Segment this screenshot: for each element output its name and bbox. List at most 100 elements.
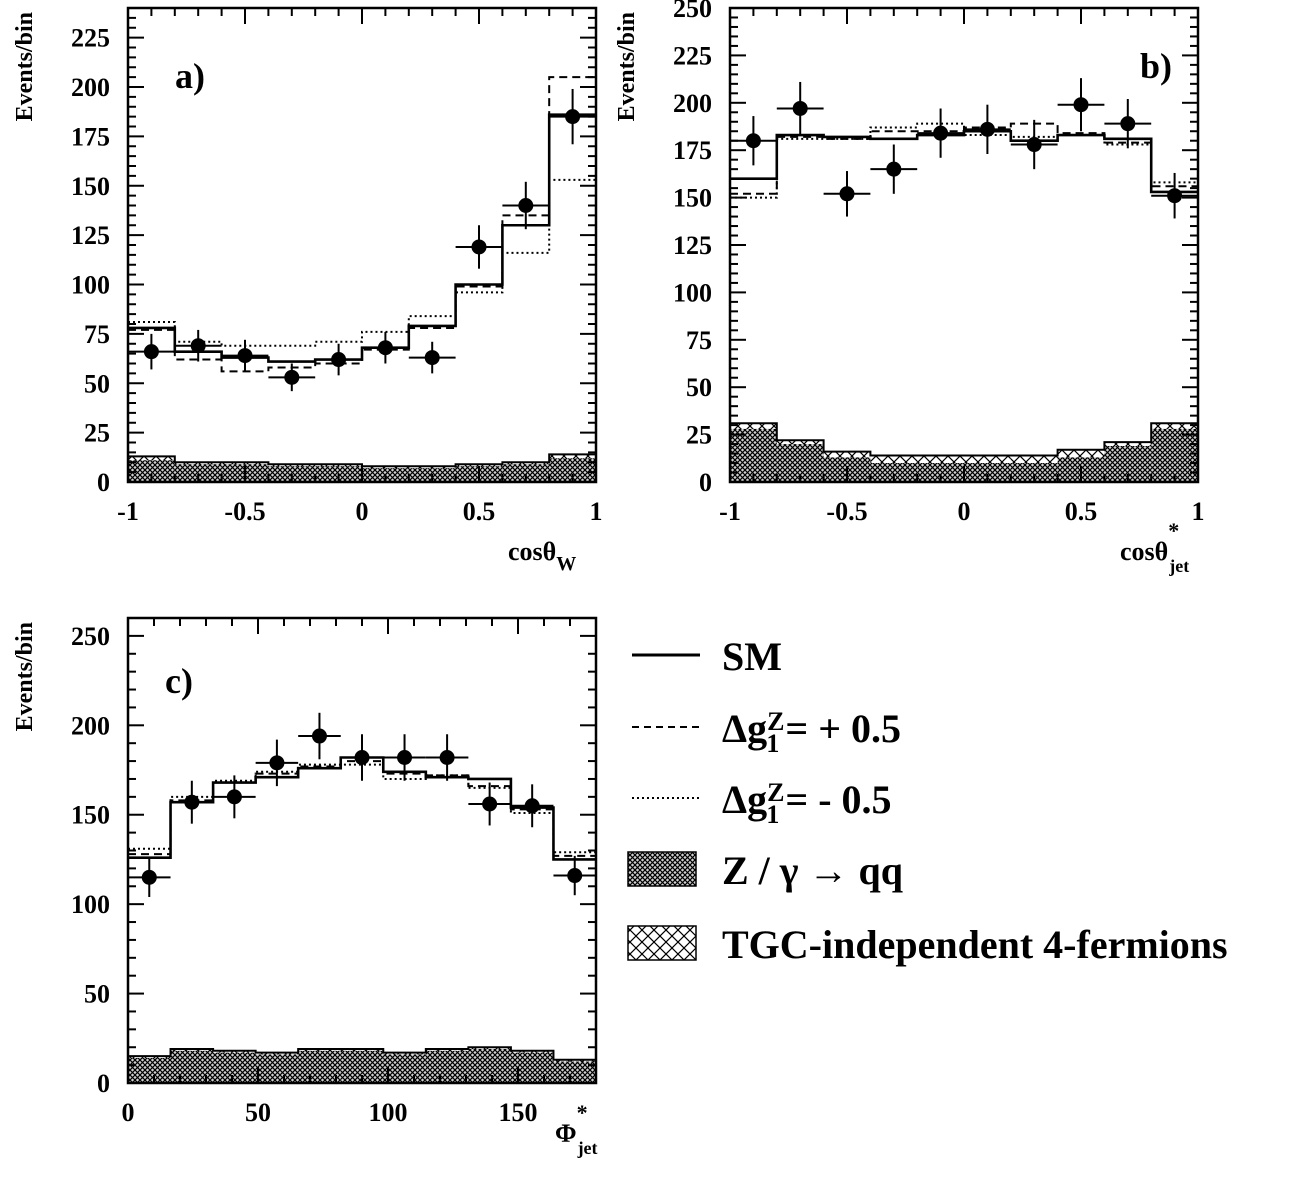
y-tick-label: 125 [673, 231, 712, 260]
background-qq-bar [549, 458, 596, 482]
y-tick-label: 225 [673, 41, 712, 70]
y-tick-label: 225 [71, 24, 110, 53]
background-qq-bar [213, 1052, 256, 1083]
legend-sm-label: SM [722, 634, 782, 679]
data-point [184, 794, 200, 810]
x-tick-label: -1 [117, 497, 139, 526]
data-point [397, 750, 413, 765]
data-point [979, 121, 995, 137]
data-point [567, 868, 583, 884]
x-axis-label: Φ* jet [555, 1100, 598, 1158]
x-axis-label: cosθW [508, 537, 576, 575]
legend-dgplus-label: ΔgZ 1 = + 0.5 [722, 706, 901, 758]
legend-zqq-label: Z / γ → qq [722, 848, 903, 893]
data-point [792, 100, 808, 116]
x-tick-label: 0.5 [1065, 497, 1098, 526]
y-tick-label: 150 [673, 184, 712, 213]
x-tick-label: 50 [245, 1098, 271, 1127]
background-qq-bar [425, 1050, 469, 1083]
panel-tag: c) [165, 661, 193, 701]
background-qq-bar [917, 463, 964, 482]
y-axis-label: Events/bin [12, 622, 38, 731]
legend: SM ΔgZ 1 = + 0.5 ΔgZ 1 = - 0.5 Z / γ → qq TG… [627, 634, 1228, 967]
x-tick-label: 1 [590, 497, 603, 526]
background-qq-bar [255, 1054, 299, 1083]
data-point [518, 198, 534, 213]
x-tick-label: -0.5 [224, 497, 265, 526]
legend-dgplus-sub: 1 [766, 729, 779, 758]
x-tick-label: 0 [122, 1098, 135, 1127]
data-point [284, 369, 300, 385]
panel-c: 0 50 100 150 200 250 0 50 100 150 Events/bin Φ* jet c… [12, 616, 598, 1158]
background-qq-bar [128, 460, 175, 482]
data-point [745, 133, 761, 149]
y-tick-label: 100 [71, 271, 110, 300]
data-point [1167, 188, 1183, 204]
series-dashed-line [128, 76, 596, 373]
data-point [237, 348, 253, 364]
background-qq-bar [383, 1054, 426, 1083]
background-qq-bar [174, 464, 222, 482]
plot-frame [126, 616, 598, 1085]
y-axis-label: Events/bin [614, 12, 640, 121]
background-qq-bar [1010, 463, 1058, 482]
y-tick-label: 175 [673, 136, 712, 165]
data-point [143, 344, 159, 360]
data-point [226, 789, 242, 805]
data-point [354, 750, 370, 765]
x-tick-label: -0.5 [826, 497, 867, 526]
y-tick-label: 100 [71, 890, 110, 919]
data-point [471, 239, 487, 255]
data-point [839, 186, 855, 202]
data-point [190, 338, 206, 354]
x-tick-label: 100 [369, 1098, 408, 1127]
y-tick-label: 250 [673, 0, 712, 23]
legend-tgc-label: TGC-independent 4-fermions [722, 922, 1228, 967]
background-qq-bar [128, 1057, 171, 1083]
y-tick-label: 0 [97, 468, 110, 497]
x-tick-label: 0.5 [463, 497, 496, 526]
y-tick-label: 125 [71, 221, 110, 250]
y-tick-label: 75 [686, 326, 712, 355]
y-tick-label: 150 [71, 172, 110, 201]
legend-dgminus-sub: 1 [766, 800, 779, 829]
y-tick-label: 50 [686, 373, 712, 402]
panel-tag: b) [1140, 46, 1172, 86]
y-tick-label: 200 [673, 89, 712, 118]
data-point [331, 352, 347, 368]
y-tick-label: 50 [84, 369, 110, 398]
background-qq-bar [468, 1049, 511, 1083]
y-tick-label: 150 [71, 801, 110, 830]
data-point [933, 125, 949, 141]
x-tick-label: 1 [1192, 497, 1205, 526]
y-tick-label: 0 [699, 468, 712, 497]
data-point [1073, 97, 1089, 113]
data-point [1026, 137, 1042, 153]
data-point [269, 755, 285, 771]
y-tick-label: 200 [71, 711, 110, 740]
x-tick-label: 0 [356, 497, 369, 526]
data-point [524, 798, 540, 814]
data-point [377, 340, 393, 356]
data-point [482, 796, 498, 812]
y-tick-label: 250 [71, 622, 110, 651]
legend-dgminus-label: ΔgZ 1 = - 0.5 [722, 777, 892, 829]
y-tick-label: 200 [71, 73, 110, 102]
background-qq-bar [502, 464, 550, 482]
data-point [565, 109, 581, 125]
data-point [1120, 116, 1136, 132]
background-outline [127, 1046, 597, 1083]
panel-a: 0 25 50 75 100 125 150 175 200 225 -1 -0.5 0 0.5 1 Even… [12, 6, 603, 575]
y-tick-label: 25 [686, 421, 712, 450]
panel-tag: a) [175, 56, 205, 96]
x-tick-label: -1 [719, 497, 741, 526]
y-tick-label: 50 [84, 980, 110, 1009]
data-point [141, 869, 157, 885]
x-tick-label: 150 [499, 1098, 538, 1127]
background-qq-bar [964, 463, 1011, 482]
legend-dgplus-sup: Z [767, 707, 784, 736]
background-qq-bar [298, 1050, 341, 1083]
series-dotted-line [128, 178, 596, 347]
x-tick-label: 0 [958, 497, 971, 526]
panel-b: 0 25 50 75 100 125 150 175 200 225 250 -1 -0.5 0 0.5 1 E… [614, 0, 1205, 576]
